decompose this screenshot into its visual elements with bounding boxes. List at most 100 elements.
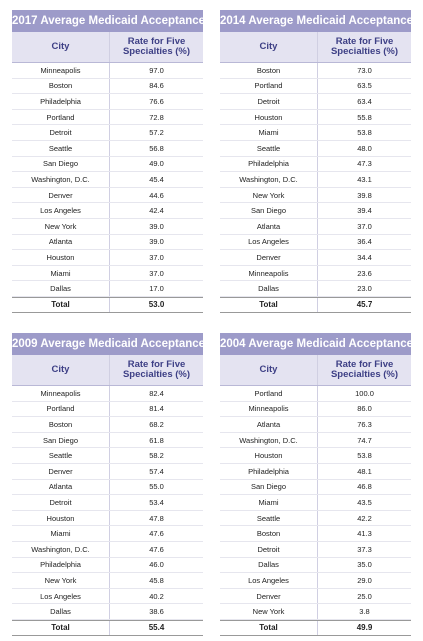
city-cell: Denver (220, 588, 318, 604)
rate-cell: 45.8 (149, 575, 164, 585)
total-value: 55.4 (148, 623, 165, 633)
data-row: Los Angeles 42.4 (12, 203, 203, 219)
data-row: Philadelphia 46.0 (12, 557, 203, 574)
city-cell: Washington, D.C. (220, 172, 318, 187)
total-value: 45.7 (356, 300, 373, 310)
rate-cell: 35.0 (357, 560, 372, 570)
rate-cell: 97.0 (149, 65, 164, 75)
city-cell: Portland (12, 401, 110, 417)
rate-cell: 63.5 (357, 81, 372, 91)
rate-cell: 34.4 (357, 252, 372, 262)
data-row: Seattle 56.8 (12, 140, 203, 157)
data-row: Denver 57.4 (12, 463, 203, 480)
city-cell: Minneapolis (220, 401, 318, 417)
city-cell: Minneapolis (220, 265, 318, 281)
rate-cell: 53.8 (357, 128, 372, 138)
rate-cell: 29.0 (357, 575, 372, 585)
table-title: 2004 Average Medicaid Acceptance (220, 333, 413, 355)
rate-cell: 42.4 (149, 206, 164, 216)
city-cell: Boston (220, 526, 318, 541)
rate-cell: 73.0 (357, 65, 372, 75)
data-row: New York 3.8 (220, 604, 411, 620)
city-cell: Atlanta (220, 218, 318, 234)
rate-cell: 37.0 (357, 221, 372, 231)
rate-cell: 43.5 (357, 497, 372, 507)
rate-cell: 82.4 (149, 388, 164, 398)
rate-cell: 86.0 (357, 404, 372, 414)
rate-cell: 3.8 (359, 607, 370, 617)
city-cell: Houston (12, 250, 110, 265)
rate-cell: 46.0 (149, 560, 164, 570)
city-cell: Boston (12, 78, 110, 94)
rate-cell: 53.8 (357, 451, 372, 461)
city-cell: Los Angeles (220, 573, 318, 588)
city-cell: Houston (220, 109, 318, 125)
data-row: Dallas 38.6 (12, 604, 203, 620)
data-row: Dallas 17.0 (12, 281, 203, 297)
data-row: Houston 37.0 (12, 250, 203, 266)
header-row: City Rate for Five Specialties (%) (12, 355, 203, 386)
city-cell: Washington, D.C. (12, 172, 110, 187)
data-row: Detroit 53.4 (12, 495, 203, 511)
total-row: Total 55.4 (12, 619, 203, 636)
rate-cell: 43.1 (357, 174, 372, 184)
rate-cell: 44.6 (149, 190, 164, 200)
data-row: Denver 44.6 (12, 187, 203, 204)
header-cell: Rate for Five Specialties (%) (330, 359, 399, 380)
data-row: Philadelphia 76.6 (12, 94, 203, 110)
data-row: New York 39.0 (12, 218, 203, 235)
city-cell: Houston (12, 510, 110, 526)
city-cell: Portland (220, 78, 318, 94)
rate-cell: 58.2 (149, 451, 164, 461)
city-cell: New York (220, 604, 318, 619)
rate-cell: 37.0 (149, 268, 164, 278)
data-row: Los Angeles 40.2 (12, 588, 203, 605)
rate-cell: 37.3 (357, 544, 372, 554)
data-row: Denver 34.4 (220, 250, 411, 266)
table-title: 2009 Average Medicaid Acceptance (12, 333, 205, 355)
rate-cell: 23.0 (357, 284, 372, 294)
table: 2017 Average Medicaid Acceptance City Rate… (12, 10, 205, 313)
rate-cell: 39.0 (149, 221, 164, 231)
rate-cell: 49.0 (149, 159, 164, 169)
data-row: Miami 43.5 (220, 495, 411, 511)
city-cell: Atlanta (12, 234, 110, 250)
city-cell: Seattle (12, 140, 110, 156)
city-cell: Portland (220, 386, 318, 401)
data-row: Minneapolis 86.0 (220, 401, 411, 418)
rate-cell: 81.4 (149, 404, 164, 414)
data-row: Boston 68.2 (12, 417, 203, 433)
data-row: San Diego 39.4 (220, 203, 411, 219)
city-cell: Dallas (220, 557, 318, 573)
data-row: Los Angeles 29.0 (220, 573, 411, 589)
city-cell: Denver (12, 187, 110, 203)
rate-cell: 57.2 (149, 128, 164, 138)
city-cell: Minneapolis (12, 63, 110, 78)
city-cell: Dallas (220, 281, 318, 296)
rate-cell: 74.7 (357, 435, 372, 445)
rate-cell: 39.8 (357, 190, 372, 200)
rate-cell: 76.6 (149, 96, 164, 106)
city-cell: Philadelphia (12, 94, 110, 109)
rate-cell: 61.8 (149, 435, 164, 445)
rate-cell: 47.8 (149, 513, 164, 523)
table-title: 2017 Average Medicaid Acceptance (12, 10, 205, 32)
city-cell: New York (12, 218, 110, 234)
header-cell: Rate for Five Specialties (%) (122, 359, 191, 380)
total-label: Total (220, 297, 318, 312)
data-row: Detroit 63.4 (220, 94, 411, 110)
total-value: 49.9 (356, 623, 373, 633)
data-row: Boston 84.6 (12, 78, 203, 95)
city-cell: Seattle (220, 140, 318, 156)
city-cell: Los Angeles (12, 588, 110, 604)
data-row: Washington, D.C. 45.4 (12, 172, 203, 188)
rate-cell: 39.0 (149, 237, 164, 247)
city-cell: Atlanta (12, 479, 110, 495)
data-row: Miami 37.0 (12, 265, 203, 282)
header-row: City Rate for Five Specialties (%) (220, 32, 411, 63)
data-row: San Diego 46.8 (220, 479, 411, 496)
rate-cell: 48.1 (357, 466, 372, 476)
city-cell: Boston (220, 63, 318, 78)
data-row: Denver 25.0 (220, 588, 411, 605)
header-row: City Rate for Five Specialties (%) (12, 32, 203, 63)
